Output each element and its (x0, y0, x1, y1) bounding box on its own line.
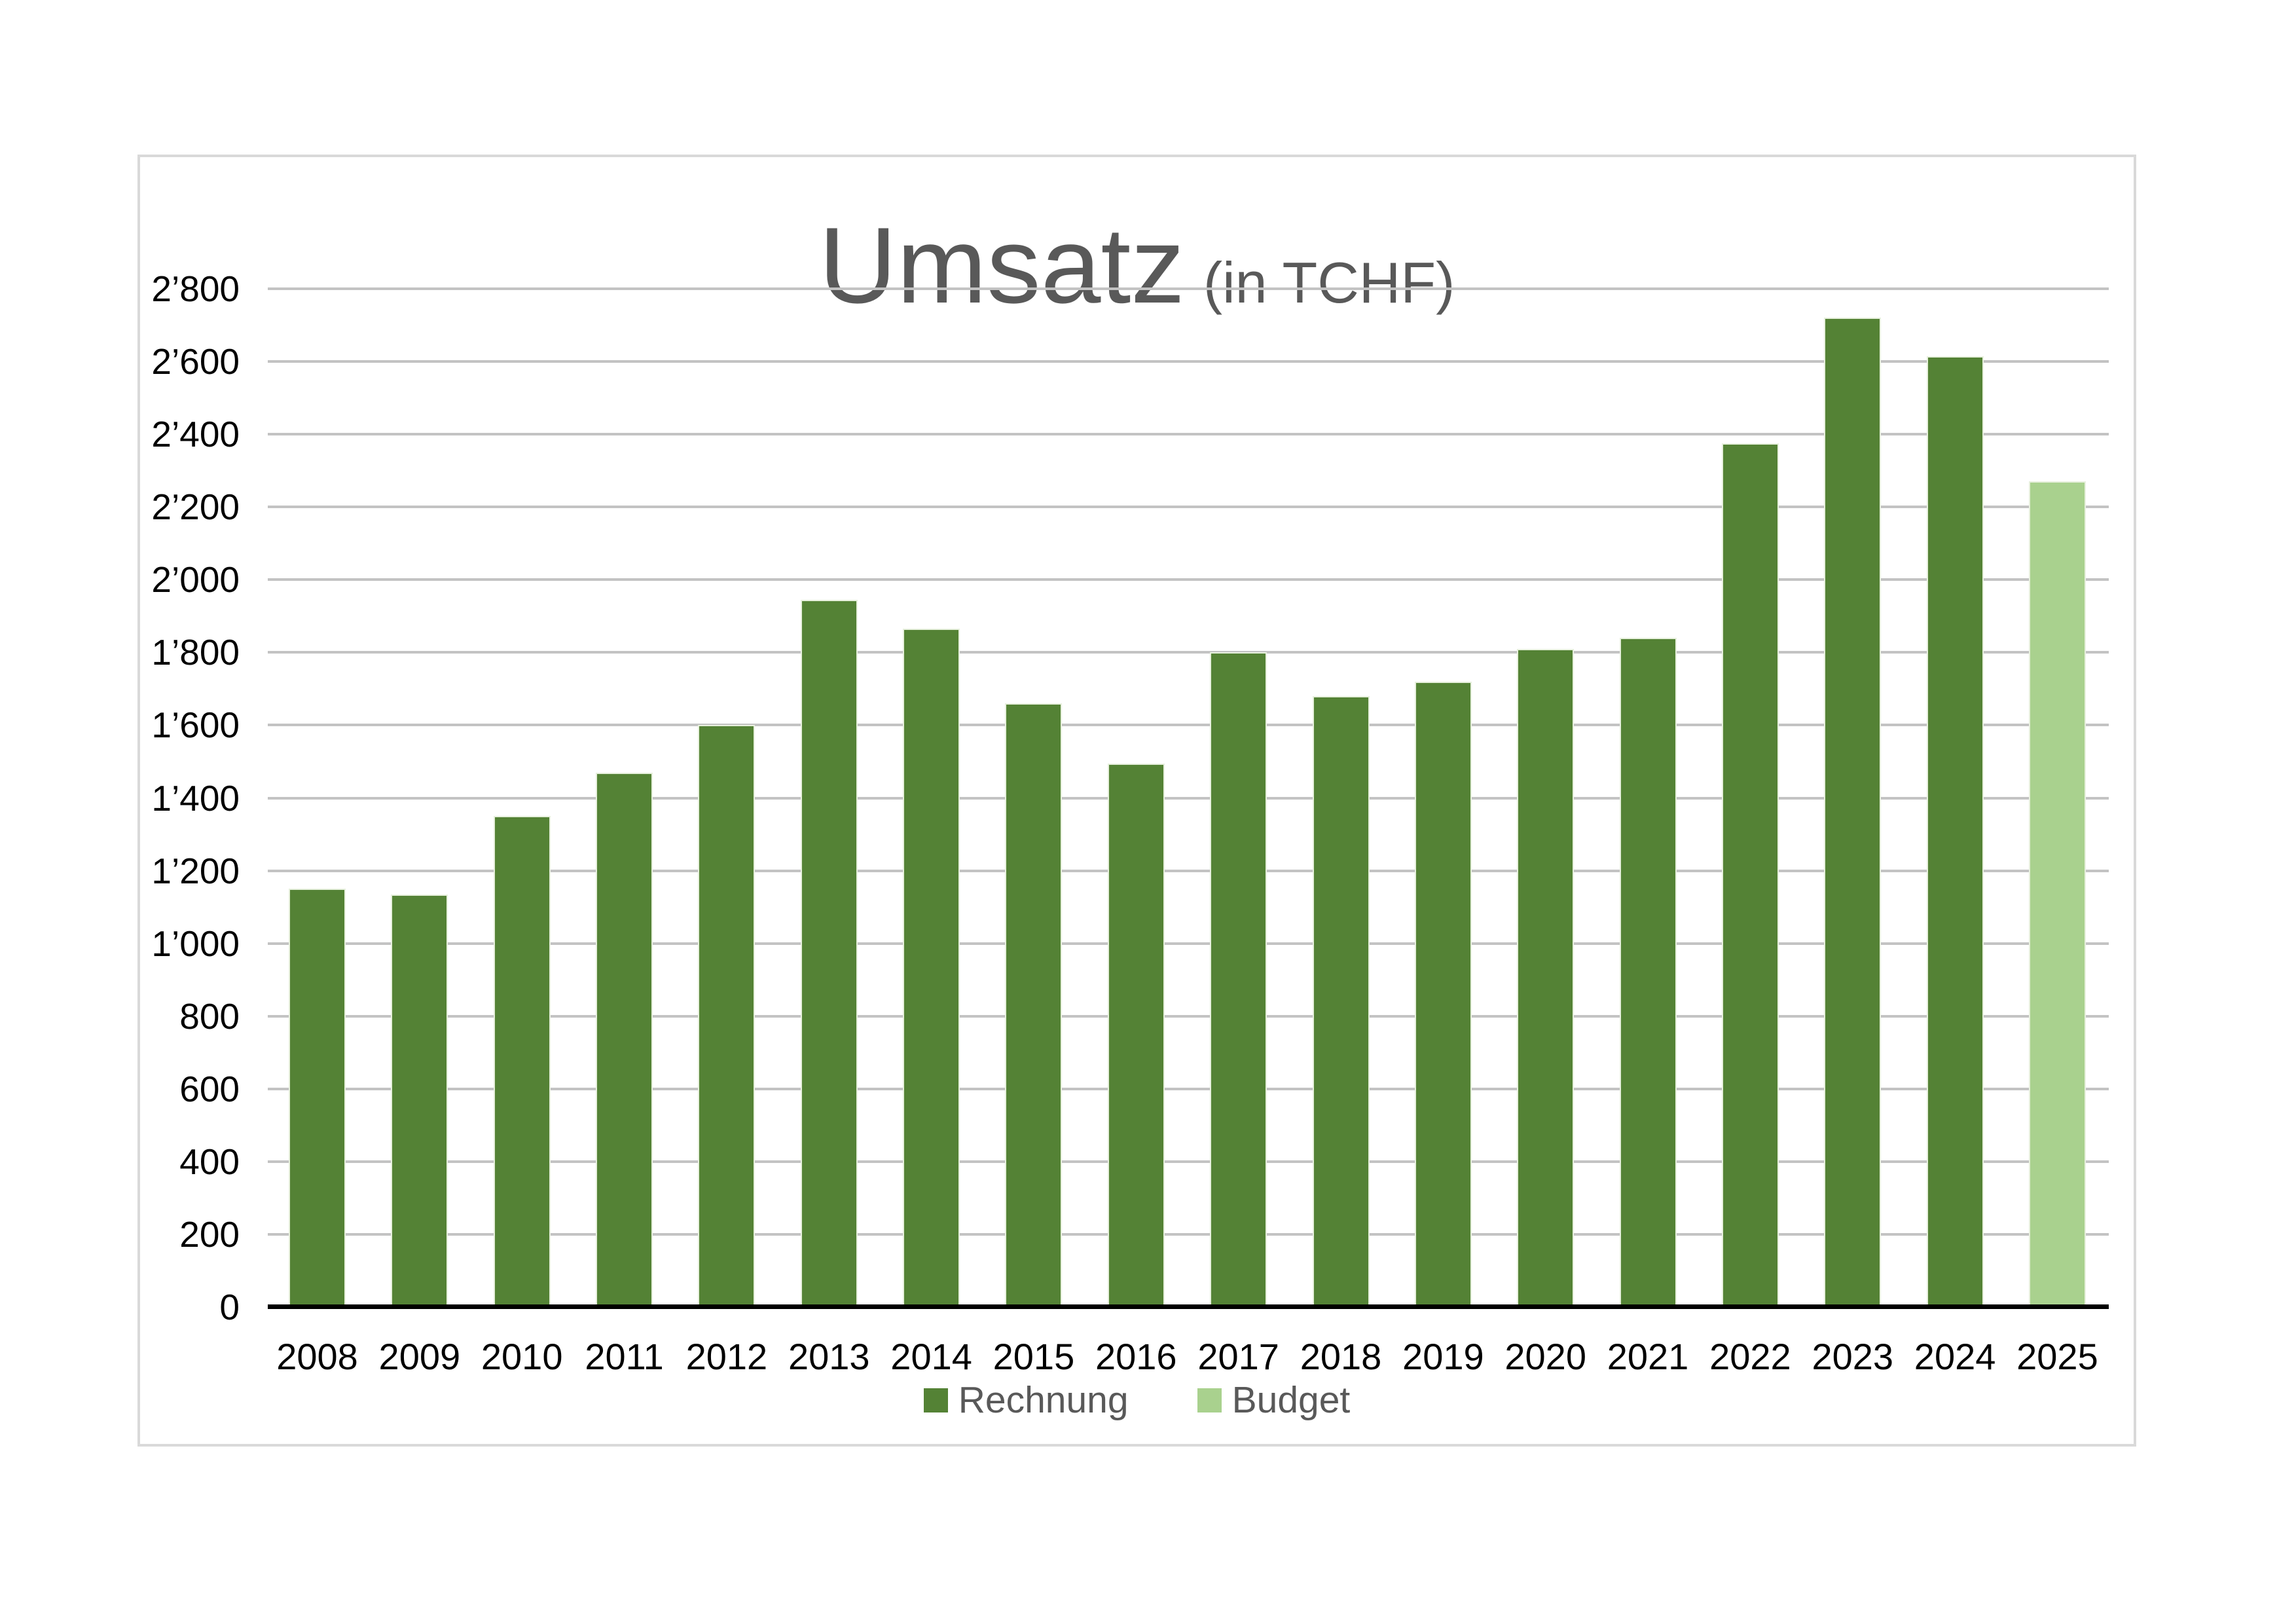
y-tick-label: 800 (179, 995, 240, 1037)
bar-2010-rechnung (493, 816, 551, 1307)
legend-label: Rechnung (958, 1379, 1129, 1421)
y-tick-label: 200 (179, 1213, 240, 1255)
gridline (268, 578, 2109, 581)
bar-2018-rechnung (1312, 696, 1370, 1307)
bar-2013-rechnung (800, 599, 858, 1307)
bar-2019-rechnung (1414, 681, 1472, 1307)
chart-title-main: Umsatz (818, 205, 1185, 325)
y-tick-label: 2’800 (151, 268, 240, 309)
gridline (268, 651, 2109, 654)
x-tick-label-2019: 2019 (1402, 1336, 1484, 1377)
bar-2014-rechnung (903, 629, 960, 1307)
x-tick-label-2022: 2022 (1709, 1336, 1791, 1377)
bar-2016-rechnung (1107, 763, 1165, 1307)
gridline (268, 942, 2109, 945)
x-tick-label-2017: 2017 (1197, 1336, 1279, 1377)
y-tick-label: 1’800 (151, 632, 240, 673)
bar-2021-rechnung (1619, 638, 1677, 1307)
gridline (268, 869, 2109, 872)
x-tick-label-2014: 2014 (890, 1336, 972, 1377)
gridline (268, 287, 2109, 290)
bar-2008-rechnung (289, 889, 346, 1307)
x-tick-label-2008: 2008 (276, 1336, 358, 1377)
gridline (268, 360, 2109, 363)
gridline (268, 1087, 2109, 1090)
y-tick-label: 1’400 (151, 777, 240, 819)
x-tick-label-2011: 2011 (585, 1336, 664, 1377)
bar-2025-budget (2028, 481, 2086, 1307)
x-axis-line (268, 1304, 2109, 1309)
y-tick-label: 2’000 (151, 559, 240, 600)
x-tick-label-2013: 2013 (788, 1336, 870, 1377)
gridline (268, 506, 2109, 509)
x-tick-label-2012: 2012 (685, 1336, 768, 1377)
chart-title-suffix: (in TCHF) (1203, 250, 1455, 315)
x-tick-label-2009: 2009 (378, 1336, 461, 1377)
chart-title: Umsatz (in TCHF) (140, 210, 2134, 321)
bar-2020-rechnung (1517, 648, 1575, 1307)
x-tick-label-2020: 2020 (1504, 1336, 1586, 1377)
bar-2012-rechnung (698, 725, 756, 1307)
y-tick-label: 2’600 (151, 341, 240, 382)
legend: Rechnung Budget (140, 1379, 2134, 1421)
bar-2015-rechnung (1005, 703, 1063, 1307)
x-tick-label-2024: 2024 (1914, 1336, 1996, 1377)
y-tick-label: 2’400 (151, 414, 240, 455)
y-tick-label: 0 (219, 1287, 240, 1327)
x-tick-label-2018: 2018 (1300, 1336, 1382, 1377)
plot-area (268, 287, 2109, 1309)
legend-item-budget: Budget (1197, 1379, 1351, 1421)
gridline (268, 1232, 2109, 1236)
bar-2022-rechnung (1721, 443, 1779, 1307)
gridline (268, 796, 2109, 800)
y-tick-label: 400 (179, 1141, 240, 1182)
legend-item-rechnung: Rechnung (923, 1379, 1129, 1421)
legend-swatch-icon (1197, 1388, 1222, 1412)
y-tick-label: 1’200 (151, 850, 240, 891)
legend-swatch-icon (923, 1388, 948, 1412)
bar-2009-rechnung (391, 894, 448, 1307)
x-tick-label-2010: 2010 (481, 1336, 563, 1377)
x-tick-label-2023: 2023 (1812, 1336, 1894, 1377)
x-tick-label-2021: 2021 (1607, 1336, 1689, 1377)
y-tick-label: 2’200 (151, 487, 240, 528)
bar-2017-rechnung (1210, 652, 1267, 1307)
x-tick-label-2015: 2015 (993, 1336, 1075, 1377)
gridline (268, 433, 2109, 436)
gridline (268, 724, 2109, 727)
y-tick-label: 600 (179, 1068, 240, 1109)
gridline (268, 1014, 2109, 1018)
x-tick-label-2025: 2025 (2016, 1336, 2098, 1377)
x-tick-label-2016: 2016 (1095, 1336, 1177, 1377)
bar-2024-rechnung (1926, 356, 1984, 1307)
y-tick-label: 1’600 (151, 705, 240, 746)
y-tick-label: 1’000 (151, 923, 240, 964)
legend-label: Budget (1231, 1379, 1351, 1421)
bar-2023-rechnung (1824, 318, 1882, 1307)
gridline (268, 1160, 2109, 1163)
chart-frame: Umsatz (in TCHF) 0 200 400 600 800 1’000 1’200 1… (137, 155, 2136, 1447)
bar-2011-rechnung (596, 772, 653, 1307)
